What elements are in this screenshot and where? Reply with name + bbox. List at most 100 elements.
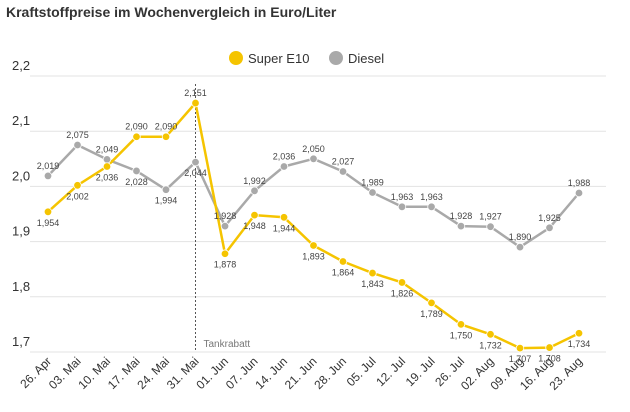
data-label: 2,151 <box>184 88 207 98</box>
data-label: 1,944 <box>273 223 296 233</box>
data-point <box>132 132 141 141</box>
data-label: 1,707 <box>509 354 532 364</box>
data-label: 1,988 <box>568 178 591 188</box>
data-point <box>574 188 584 198</box>
data-point <box>338 257 348 266</box>
data-label: 2,019 <box>37 161 60 171</box>
y-tick-label: 1,9 <box>12 224 30 239</box>
data-point <box>397 278 407 287</box>
data-point <box>309 241 318 250</box>
data-label: 2,049 <box>96 144 119 154</box>
data-point <box>132 166 141 176</box>
x-tick-label: 24. Mai <box>134 354 172 392</box>
data-label: 1,893 <box>302 251 325 261</box>
x-tick-label: 31. Mai <box>164 354 202 392</box>
data-point <box>250 186 259 196</box>
y-tick-label: 1,8 <box>12 279 30 294</box>
data-point <box>43 207 53 216</box>
data-point <box>545 223 554 232</box>
data-point <box>515 343 525 353</box>
y-tick-label: 1,7 <box>12 334 30 349</box>
x-tick-label: 17. Mai <box>105 354 143 392</box>
data-label: 1,843 <box>361 279 384 289</box>
data-label: 1,989 <box>361 177 384 187</box>
data-label: 1,928 <box>450 211 473 221</box>
y-tick-label: 2,2 <box>12 58 30 73</box>
data-point <box>427 298 436 308</box>
data-label: 1,928 <box>214 211 237 221</box>
data-point <box>456 221 466 231</box>
data-label: 1,994 <box>155 196 178 206</box>
x-tick-label: 28. Jun <box>311 354 349 392</box>
data-point <box>368 268 377 278</box>
data-point <box>338 167 348 176</box>
data-point <box>220 221 230 231</box>
x-tick-label: 10. Mai <box>75 354 113 392</box>
data-point <box>191 157 200 167</box>
data-label: 1,927 <box>479 212 502 222</box>
data-point <box>279 213 289 222</box>
data-label: 2,036 <box>273 152 296 162</box>
legend-marker-super-e10 <box>229 51 243 65</box>
data-label: 1,864 <box>332 267 355 277</box>
data-label: 1,708 <box>538 354 561 364</box>
data-point <box>43 171 53 181</box>
x-tick-label: 21. Jun <box>282 354 320 392</box>
x-tick-label: 19. Jul <box>403 354 438 389</box>
data-label: 1,992 <box>243 176 266 186</box>
data-label: 2,002 <box>66 191 89 201</box>
data-point <box>220 249 230 258</box>
data-label: 2,027 <box>332 156 355 166</box>
x-tick-label: 07. Jun <box>223 354 261 392</box>
data-point <box>73 181 82 190</box>
data-point <box>515 242 525 252</box>
data-point <box>486 330 495 339</box>
data-label: 1,734 <box>568 339 591 349</box>
data-label: 1,890 <box>509 232 532 242</box>
data-point <box>309 154 318 163</box>
data-label: 1,878 <box>214 260 237 270</box>
y-tick-label: 2,0 <box>12 168 30 183</box>
data-point <box>161 185 171 194</box>
series-line-super-e10 <box>47 101 580 350</box>
data-point <box>73 140 82 150</box>
data-label: 2,028 <box>125 177 148 187</box>
data-label: 1,826 <box>391 288 414 298</box>
data-point <box>368 188 377 197</box>
x-tick-label: 14. Jun <box>252 354 290 392</box>
data-point <box>279 162 289 171</box>
data-point <box>456 320 466 329</box>
data-point <box>397 202 407 212</box>
data-point <box>574 329 584 338</box>
data-label: 2,036 <box>96 173 119 183</box>
data-label: 1,750 <box>450 330 473 340</box>
data-point <box>486 222 495 231</box>
data-label: 2,050 <box>302 144 325 154</box>
data-point <box>427 202 436 212</box>
data-label: 1,925 <box>538 213 561 223</box>
data-point <box>102 155 112 164</box>
data-label: 1,948 <box>243 221 266 231</box>
data-label: 2,075 <box>66 130 89 140</box>
data-label: 2,090 <box>155 122 178 132</box>
data-label: 1,954 <box>37 218 60 228</box>
data-label: 2,090 <box>125 122 148 132</box>
y-tick-label: 2,1 <box>12 113 30 128</box>
data-label: 1,732 <box>479 340 502 350</box>
x-tick-label: 01. Jun <box>193 354 231 392</box>
legend-marker-diesel <box>329 51 343 65</box>
data-label: 2,044 <box>184 168 207 178</box>
data-label: 1,789 <box>420 309 443 319</box>
data-point <box>102 162 112 171</box>
data-label: 1,963 <box>420 192 443 202</box>
x-tick-label: 12. Jul <box>373 354 408 389</box>
data-point <box>161 132 171 141</box>
data-point <box>250 210 259 220</box>
x-tick-label: 05. Jul <box>344 354 379 389</box>
x-tick-label: 03. Mai <box>46 354 84 392</box>
annotation-label: Tankrabatt <box>204 339 251 350</box>
data-point <box>191 98 200 108</box>
data-label: 1,963 <box>391 192 414 202</box>
